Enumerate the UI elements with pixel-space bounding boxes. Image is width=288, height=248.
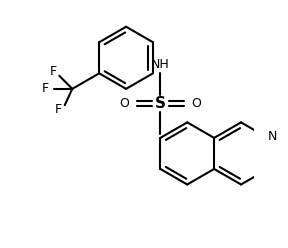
- Text: O: O: [192, 97, 201, 110]
- Text: F: F: [55, 103, 62, 116]
- Text: NH: NH: [151, 58, 170, 71]
- Text: O: O: [120, 97, 129, 110]
- Text: F: F: [50, 65, 57, 78]
- Text: S: S: [155, 96, 166, 111]
- Text: F: F: [42, 82, 49, 95]
- Text: N: N: [267, 130, 277, 143]
